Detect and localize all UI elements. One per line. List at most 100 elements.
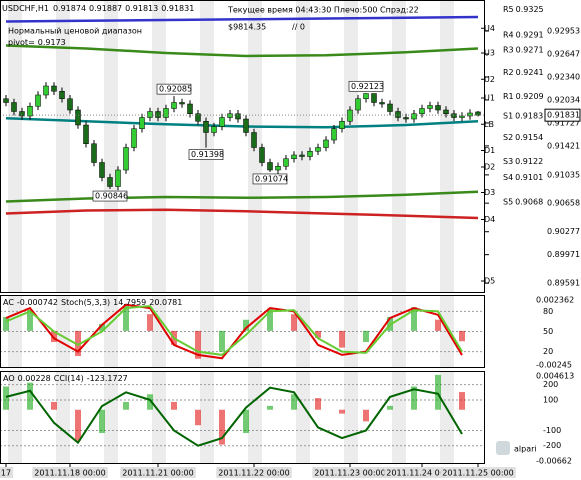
y-tick-label: 0.92647 bbox=[547, 49, 580, 58]
balance: $9814.35 bbox=[228, 23, 266, 32]
pivot-level-label: S2 0.9154 bbox=[503, 133, 543, 142]
pivot-level-label: S4 0.9101 bbox=[503, 172, 543, 181]
indicator-line bbox=[5, 303, 463, 360]
candle-body bbox=[171, 102, 177, 109]
candle-body bbox=[203, 121, 209, 133]
last-open: 0.91874 bbox=[53, 4, 86, 13]
candle-body bbox=[419, 108, 425, 114]
x-tick-label: 2011.11.21 00:00 bbox=[122, 469, 193, 478]
candle-body bbox=[275, 166, 281, 171]
candle-body bbox=[19, 111, 25, 117]
x-label-bg bbox=[120, 467, 196, 478]
y-tick-label: 200 bbox=[543, 380, 558, 389]
candle-body bbox=[163, 108, 169, 118]
current-price: 0.91831 bbox=[547, 111, 580, 120]
session-stripe bbox=[56, 372, 70, 463]
ac-value: -0.000742 bbox=[17, 298, 58, 307]
histogram-bar bbox=[291, 314, 297, 331]
pivot-value: 0.9173 bbox=[38, 38, 66, 47]
candle-body bbox=[147, 111, 153, 118]
histogram-bar bbox=[99, 323, 105, 331]
session-stripe bbox=[104, 372, 118, 463]
envelope-line bbox=[5, 15, 479, 23]
price-label: 0.92085 bbox=[159, 85, 192, 94]
x-label-bg bbox=[312, 467, 388, 478]
y-tick-label: 0.89971 bbox=[547, 250, 580, 259]
level-label: U1 bbox=[484, 94, 495, 103]
session-stripe bbox=[392, 296, 406, 367]
candle-body bbox=[427, 105, 433, 109]
session-stripe bbox=[344, 372, 358, 463]
pivot-level-value: 0.9271 bbox=[516, 45, 544, 54]
candle-body bbox=[91, 143, 97, 163]
histogram-bar bbox=[411, 386, 417, 410]
pivot-level-value: 0.9291 bbox=[516, 30, 544, 39]
level-label: D2 bbox=[484, 163, 495, 172]
candle-body bbox=[459, 115, 465, 118]
plot-layer: 0.92953 0.92647 0.92340 0.92034 0.91727 0.914… bbox=[0, 4, 581, 478]
candle-body bbox=[59, 91, 65, 99]
candle-body bbox=[315, 147, 321, 152]
pivot-level-label: R5 0.9325 bbox=[503, 4, 544, 13]
price-label-box bbox=[92, 190, 128, 202]
session-stripe bbox=[248, 372, 262, 463]
candle-body bbox=[379, 102, 385, 105]
histogram-bar bbox=[195, 409, 201, 426]
y-tick-label: 50 bbox=[543, 327, 553, 336]
pivot-label: pivot= 0.9173 bbox=[8, 38, 66, 47]
pivot-level-name: S2 bbox=[503, 133, 513, 142]
session-stripe bbox=[392, 1, 406, 292]
extra-info: // 0 bbox=[292, 23, 305, 32]
candle-body bbox=[323, 139, 329, 148]
y2-tick-label: -0.00245 bbox=[536, 361, 572, 370]
y-tick-label: 20 bbox=[543, 347, 553, 356]
candle-body bbox=[3, 98, 9, 103]
candle-body bbox=[27, 106, 33, 117]
candle-body bbox=[251, 132, 257, 148]
x-tick-label: 2011.11.18 00:00 bbox=[34, 469, 105, 478]
candle-body bbox=[115, 169, 121, 187]
range-label: Нормальный ценовой диапазон bbox=[8, 27, 142, 36]
x-label-bg bbox=[32, 467, 108, 478]
candle-body bbox=[283, 158, 289, 167]
y2-tick-label: -0.00662 bbox=[536, 457, 572, 466]
histogram-bar bbox=[315, 398, 321, 410]
candle-body bbox=[307, 151, 313, 157]
candle-body bbox=[243, 118, 249, 133]
x-label-bg bbox=[440, 467, 516, 478]
session-stripe bbox=[200, 1, 214, 292]
histogram-bar bbox=[75, 330, 81, 356]
histogram-bar bbox=[339, 330, 345, 348]
candle-body bbox=[99, 162, 105, 178]
histogram-bar bbox=[411, 307, 417, 331]
candle-body bbox=[363, 93, 369, 99]
session-stripe bbox=[8, 1, 22, 292]
envelope-line bbox=[5, 44, 479, 58]
histogram-bar bbox=[195, 330, 201, 359]
pivot-level-name: S3 bbox=[503, 157, 513, 166]
session-stripe bbox=[152, 372, 166, 463]
price-label: 0.92123 bbox=[351, 82, 384, 91]
pivot-level-label: R2 0.9241 bbox=[503, 67, 544, 76]
session-stripe bbox=[104, 296, 118, 367]
pivot-level-value: 0.9325 bbox=[516, 4, 544, 13]
candle-body bbox=[107, 177, 113, 187]
candle-body bbox=[43, 85, 49, 96]
candle-body bbox=[411, 113, 417, 120]
session-stripe bbox=[104, 1, 118, 292]
pivot-level-name: S5 bbox=[503, 197, 513, 206]
x-tick-label: 17 bbox=[1, 469, 11, 478]
y-tick-label: 0.92953 bbox=[547, 27, 580, 36]
indicator-line bbox=[5, 304, 463, 356]
level-label: U4 bbox=[484, 24, 495, 33]
pivot-level-label: R4 0.9291 bbox=[503, 30, 544, 39]
candle-body bbox=[139, 117, 145, 129]
candle-body bbox=[11, 102, 17, 112]
pivot-level-name: R1 bbox=[503, 91, 514, 100]
candle-body bbox=[291, 154, 297, 159]
x-tick-label: 2011.11.24 00:00 bbox=[386, 469, 457, 478]
ac-legend: AC -0.000742 Stoch(5,3,3) 14.7959 20.0781 bbox=[3, 298, 182, 307]
level-label: U3 bbox=[484, 49, 495, 58]
ac-name: AC bbox=[3, 298, 14, 307]
session-stripe bbox=[296, 1, 310, 292]
